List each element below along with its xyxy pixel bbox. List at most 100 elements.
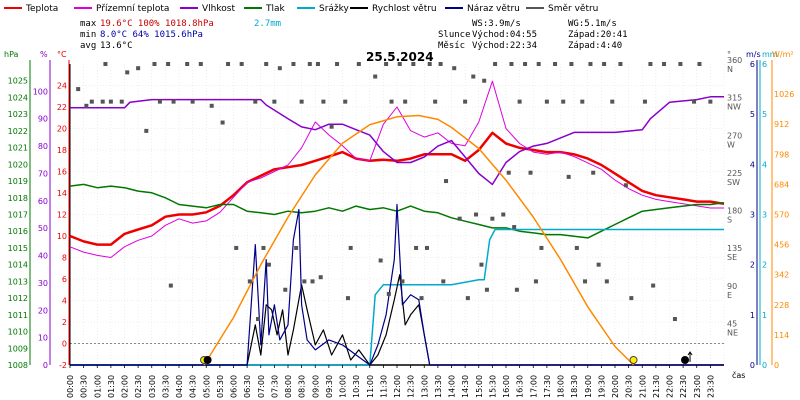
wind-direction-point bbox=[479, 262, 484, 267]
pct-axis-tick-label: 20 bbox=[38, 306, 48, 315]
hpa-axis-tick-label: 1022 bbox=[8, 127, 28, 136]
series-přízemní-teplota bbox=[69, 80, 724, 258]
mm-axis-tick-label: 0 bbox=[762, 361, 767, 370]
x-tick-label: 18:00 bbox=[557, 375, 566, 398]
left-axes: 1008100910101011101210131014101510161017… bbox=[8, 60, 70, 370]
wind-direction-point bbox=[343, 99, 348, 104]
wind-direction-point bbox=[433, 99, 438, 104]
wind-direction-point bbox=[157, 99, 162, 104]
wind-direction-point bbox=[566, 174, 571, 179]
temp-axis-tick-label: 6 bbox=[62, 275, 67, 284]
temp-axis-tick-label: 4 bbox=[62, 297, 67, 306]
wind-direction-point bbox=[302, 279, 307, 284]
x-tick-label: 17:30 bbox=[543, 375, 552, 398]
axis-units: hPa % °C ° m/s mm W/m² čas bbox=[4, 50, 794, 380]
wind-direction-point bbox=[166, 62, 171, 66]
wind-direction-point bbox=[318, 275, 323, 280]
legend-label: Náraz větru bbox=[467, 4, 520, 14]
unit-ms: m/s bbox=[746, 50, 761, 59]
x-tick-label: 16:00 bbox=[502, 375, 511, 398]
hpa-axis-tick-label: 1018 bbox=[8, 194, 28, 203]
wind-direction-point bbox=[108, 99, 113, 104]
wind-direction-point bbox=[411, 62, 416, 66]
wind-direction-point bbox=[329, 124, 334, 129]
hpa-axis-tick-label: 1013 bbox=[8, 277, 28, 286]
wind-direction-point bbox=[144, 128, 149, 133]
x-tick-label: 10:00 bbox=[339, 375, 348, 398]
unit-degc: °C bbox=[57, 50, 67, 59]
wind-direction-point bbox=[588, 62, 593, 66]
solar-axis-tick-label: 228 bbox=[774, 301, 789, 310]
hpa-axis-tick-label: 1011 bbox=[8, 311, 28, 320]
x-tick-label: 14:30 bbox=[461, 375, 470, 398]
wind-direction-point bbox=[400, 279, 405, 284]
solar-axis-tick-label: 456 bbox=[774, 241, 789, 250]
x-tick-label: 13:00 bbox=[420, 375, 429, 398]
stat-max-label: max bbox=[80, 19, 97, 29]
wind-direction-point bbox=[247, 279, 252, 284]
x-tick-label: 02:00 bbox=[121, 375, 130, 398]
stat-avg-values: 13.6°C bbox=[100, 41, 133, 51]
ws-value: WS:3.9m/s bbox=[472, 19, 521, 29]
stat-min-label: min bbox=[80, 30, 96, 40]
wind-direction-point bbox=[465, 296, 470, 301]
wind-direction-point bbox=[569, 62, 574, 66]
temp-axis-tick-label: 24 bbox=[57, 82, 67, 91]
wind-direction-point bbox=[152, 62, 157, 66]
wind-direction-point bbox=[299, 99, 304, 104]
x-tick-label: 13:30 bbox=[434, 375, 443, 398]
x-tick-label: 15:30 bbox=[488, 375, 497, 398]
wind-direction-point bbox=[452, 66, 457, 71]
wind-direction-point bbox=[198, 62, 203, 66]
wind-direction-point bbox=[220, 120, 225, 125]
wind-direction-point bbox=[348, 245, 353, 250]
wind-direction-point bbox=[697, 62, 702, 66]
x-tick-label: 23:30 bbox=[706, 375, 715, 398]
wind-direction-point bbox=[419, 296, 424, 301]
x-tick-label: 00:30 bbox=[80, 375, 89, 398]
hpa-axis-tick-label: 1017 bbox=[8, 211, 28, 220]
x-tick-label: 04:30 bbox=[189, 375, 198, 398]
x-tick-label: 18:30 bbox=[570, 375, 579, 398]
wind-direction-point bbox=[444, 179, 449, 184]
x-tick-label: 09:00 bbox=[311, 375, 320, 398]
stat-min-values: 8.0°C 64% 1015.6hPa bbox=[100, 30, 203, 40]
x-tick-label: 01:30 bbox=[107, 375, 116, 398]
wind-direction-point bbox=[185, 62, 190, 66]
x-tick-label: 05:00 bbox=[202, 375, 211, 398]
wind-direction-point bbox=[509, 62, 514, 66]
wind-direction-point bbox=[321, 99, 326, 104]
series-rychlost-větru bbox=[70, 274, 724, 366]
wind-direction-point bbox=[103, 62, 108, 66]
direction-tick-label: 45 bbox=[727, 319, 737, 328]
series-srážky bbox=[70, 228, 724, 366]
hpa-axis-tick-label: 1010 bbox=[8, 328, 28, 337]
x-tick-label: 21:00 bbox=[638, 375, 647, 398]
wind-direction-point bbox=[438, 62, 443, 66]
pct-axis-tick-label: 50 bbox=[38, 224, 48, 233]
wind-direction-point bbox=[256, 317, 261, 322]
x-tick-label: 05:30 bbox=[216, 375, 225, 398]
solar-axis-tick-label: 570 bbox=[774, 211, 789, 220]
temp-axis-tick-label: 14 bbox=[57, 189, 67, 198]
wind-direction-point bbox=[389, 99, 394, 104]
temp-axis-tick-label: 8 bbox=[62, 254, 67, 263]
wind-direction-point bbox=[672, 317, 677, 322]
pct-axis-tick-label: 60 bbox=[38, 197, 48, 206]
unit-mm: mm bbox=[762, 50, 778, 59]
wind-direction-point bbox=[596, 262, 601, 267]
wind-direction-point bbox=[307, 62, 312, 66]
x-tick-label: 23:00 bbox=[693, 375, 702, 398]
wind-direction-point bbox=[678, 62, 683, 66]
sunset-value: Západ:20:41 bbox=[568, 30, 628, 40]
chart-title: 25.5.2024 bbox=[366, 50, 434, 64]
wind-direction-point bbox=[414, 245, 419, 250]
x-tick-label: 00:00 bbox=[66, 375, 75, 398]
wind-direction-point bbox=[125, 70, 130, 75]
x-tick-label: 21:30 bbox=[652, 375, 661, 398]
wind-direction-point bbox=[602, 62, 607, 66]
x-tick-label: 10:30 bbox=[352, 375, 361, 398]
x-tick-label: 19:00 bbox=[584, 375, 593, 398]
hpa-axis-tick-label: 1023 bbox=[8, 110, 28, 119]
